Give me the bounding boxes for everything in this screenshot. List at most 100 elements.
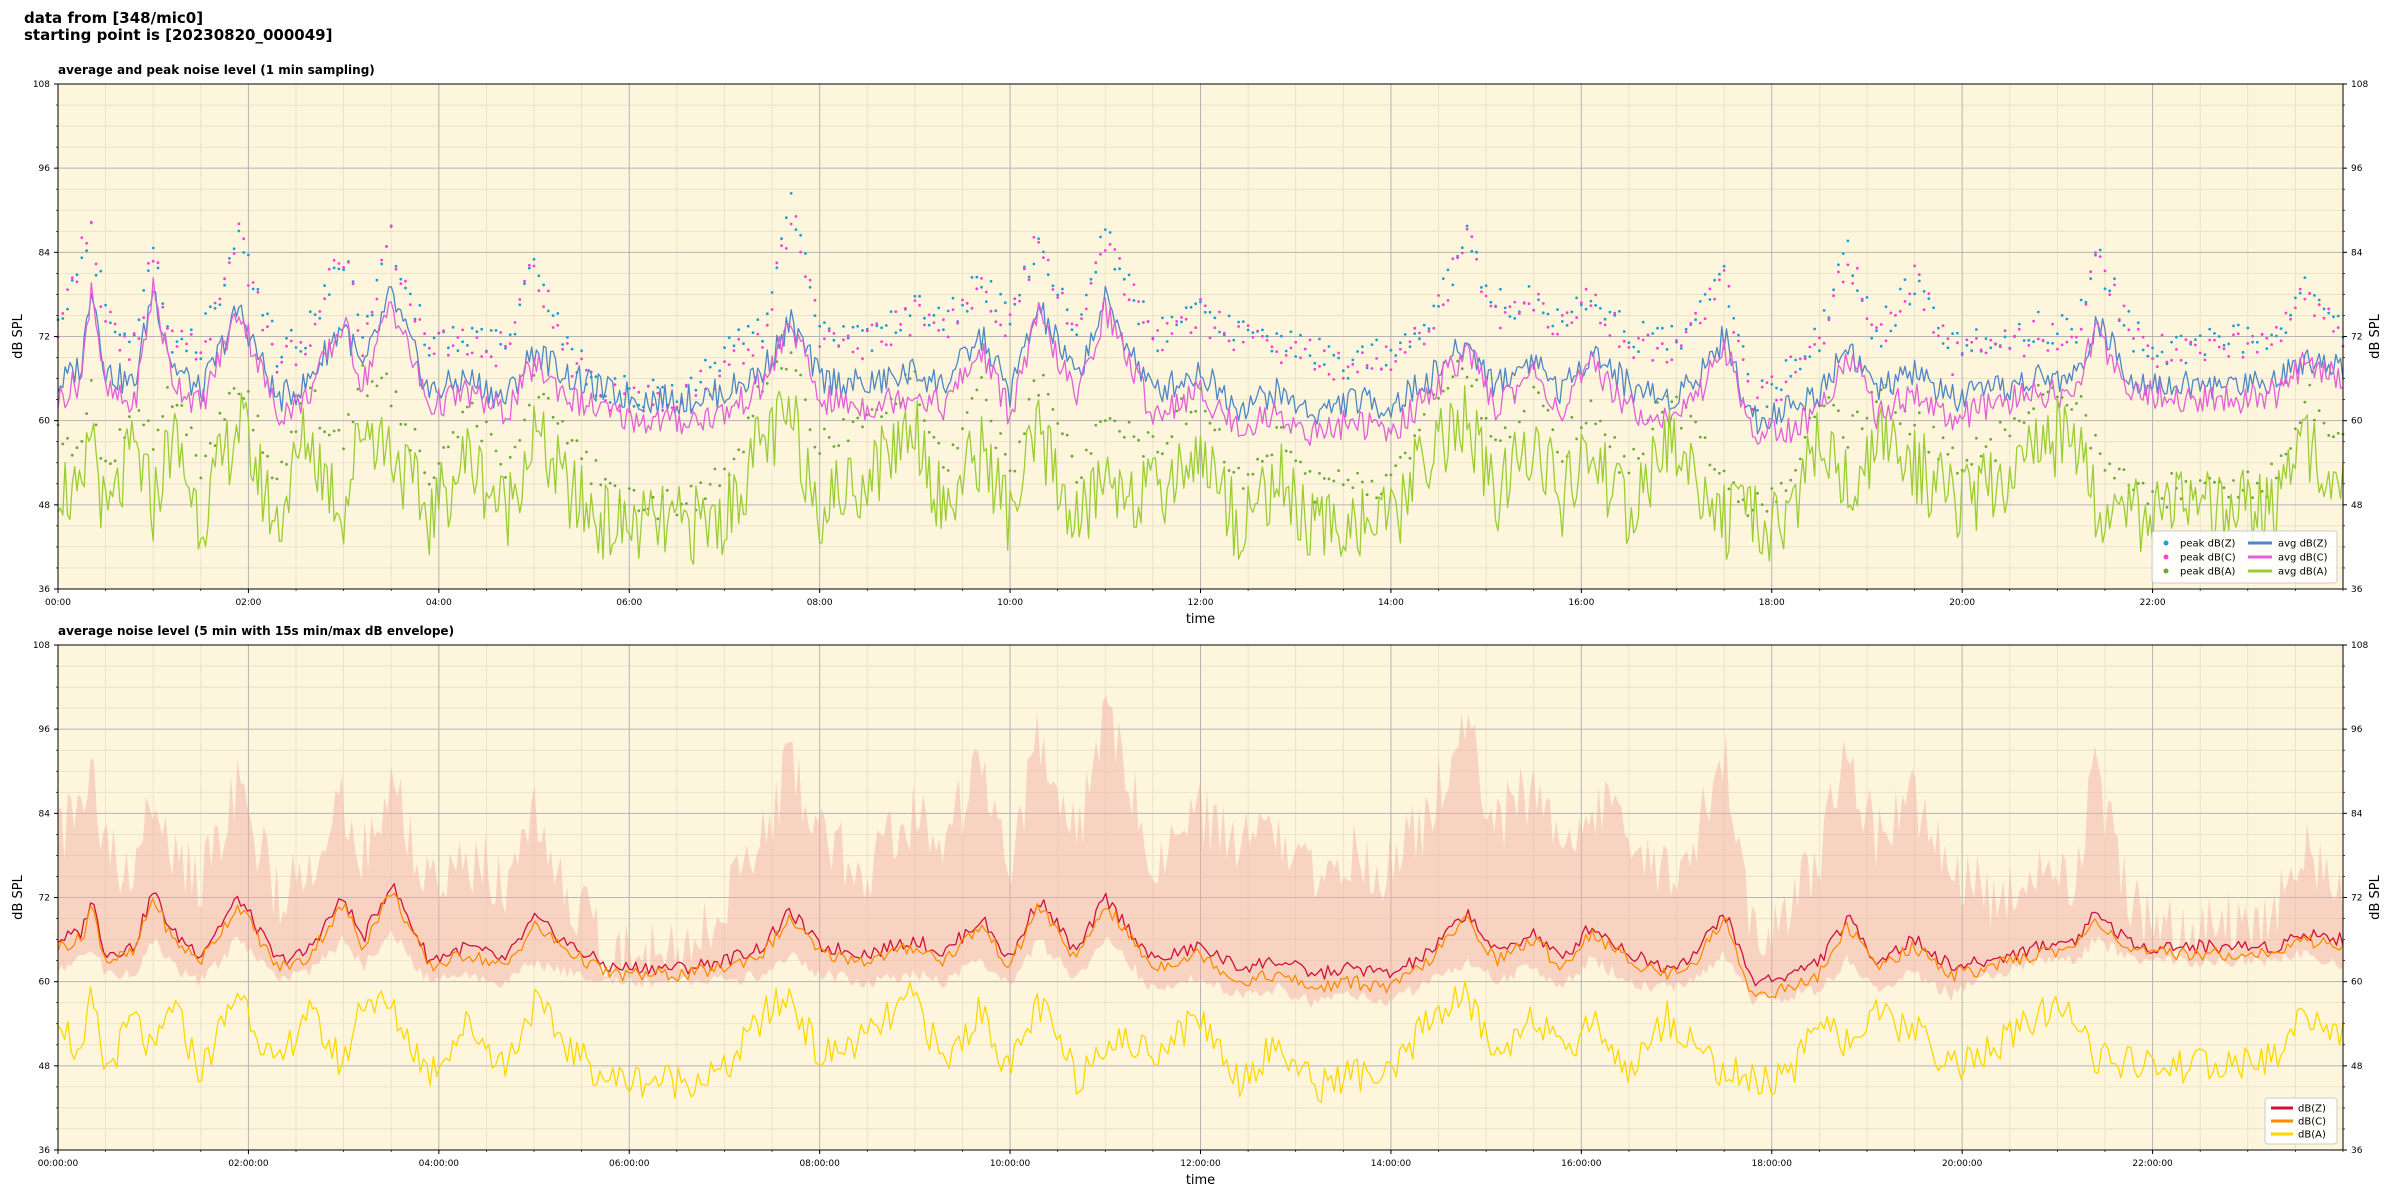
peak-point	[737, 328, 741, 332]
peak-point	[1508, 305, 1512, 309]
peak-point	[261, 328, 265, 332]
peak-point	[542, 305, 545, 308]
peak-point	[1365, 493, 1369, 497]
peak-point	[965, 301, 969, 305]
peak-point	[504, 476, 507, 479]
peak-point	[513, 321, 517, 324]
peak-point	[327, 433, 331, 437]
peak-point	[347, 413, 350, 416]
peak-point	[2184, 479, 2188, 483]
peak-point	[432, 476, 436, 480]
peak-point	[1684, 327, 1688, 331]
peak-point	[2284, 311, 2288, 315]
peak-point	[913, 299, 917, 302]
x-tick-label: 22:00:00	[2132, 1159, 2173, 1169]
peak-point	[837, 345, 841, 348]
peak-point	[1480, 416, 1483, 420]
peak-point	[1913, 423, 1916, 427]
peak-point	[1927, 450, 1931, 454]
peak-point	[808, 428, 812, 432]
peak-point	[770, 291, 774, 294]
peak-point	[118, 348, 122, 352]
peak-point	[1184, 306, 1188, 310]
peak-point	[1189, 305, 1193, 309]
peak-point	[1399, 455, 1402, 459]
peak-point	[675, 513, 679, 517]
peak-point	[1399, 347, 1402, 351]
peak-point	[784, 247, 788, 250]
peak-point	[109, 462, 112, 465]
peak-point	[2084, 303, 2088, 306]
peak-point	[99, 269, 103, 273]
x-tick-label: 16:00:00	[1561, 1159, 1602, 1169]
peak-point	[1494, 305, 1497, 308]
peak-point	[1108, 243, 1112, 246]
peak-point	[1008, 313, 1012, 317]
legend-label: peak dB(A)	[2180, 567, 2236, 578]
peak-point	[2036, 337, 2040, 341]
peak-point	[166, 386, 169, 389]
peak-point	[851, 325, 855, 329]
peak-point	[656, 391, 660, 395]
peak-point	[99, 305, 103, 308]
peak-point	[932, 314, 936, 317]
peak-point	[623, 374, 626, 378]
peak-point	[913, 294, 917, 298]
y-tick-label-right: 72	[2351, 894, 2362, 904]
peak-point	[942, 466, 945, 469]
peak-point	[927, 323, 931, 327]
peak-point	[70, 453, 74, 457]
peak-point	[1270, 453, 1274, 457]
peak-point	[1013, 297, 1017, 301]
peak-point	[1099, 420, 1102, 423]
peak-point	[1032, 262, 1036, 266]
peak-point	[632, 405, 636, 408]
peak-point	[499, 462, 503, 466]
peak-point	[166, 325, 169, 328]
peak-point	[2151, 357, 2155, 360]
peak-point	[1898, 287, 1902, 291]
peak-point	[756, 332, 760, 336]
peak-point	[2179, 497, 2183, 501]
peak-point	[2027, 344, 2031, 347]
peak-point	[1122, 293, 1126, 296]
peak-point	[908, 377, 912, 380]
peak-point	[851, 350, 855, 354]
top-chart-peak-and-average: 36 36 48 48 60 60 72 72 84 84 96 96 108 108 00:00 02:00…	[11, 63, 2383, 627]
peak-point	[1832, 294, 1835, 298]
peak-point	[923, 419, 926, 422]
peak-point	[1218, 310, 1221, 314]
peak-point	[1232, 348, 1236, 352]
peak-point	[2008, 347, 2012, 351]
peak-point	[332, 258, 336, 262]
peak-point	[742, 362, 745, 365]
peak-point	[418, 449, 422, 453]
peak-point	[1303, 347, 1307, 351]
peak-point	[1965, 344, 1969, 347]
peak-point	[580, 357, 583, 361]
peak-point	[1346, 365, 1350, 369]
peak-point	[1660, 410, 1664, 414]
peak-point	[1122, 435, 1126, 439]
peak-point	[1670, 324, 1674, 328]
peak-point	[366, 314, 369, 318]
peak-point	[299, 341, 303, 344]
peak-point	[1851, 282, 1855, 285]
peak-point	[2041, 338, 2045, 342]
peak-point	[718, 374, 722, 378]
peak-point	[1284, 354, 1288, 357]
peak-point	[413, 319, 417, 323]
peak-point	[1827, 316, 1831, 320]
peak-point	[694, 388, 698, 392]
peak-point	[827, 327, 831, 330]
peak-point	[2241, 350, 2245, 354]
peak-point	[2170, 340, 2174, 344]
peak-point	[984, 300, 988, 303]
peak-point	[242, 397, 246, 400]
peak-point	[2322, 316, 2326, 320]
legend-label: peak dB(C)	[2180, 553, 2236, 564]
peak-point	[2017, 322, 2021, 326]
peak-point	[1161, 348, 1164, 352]
peak-point	[80, 256, 84, 260]
peak-point	[161, 305, 165, 309]
